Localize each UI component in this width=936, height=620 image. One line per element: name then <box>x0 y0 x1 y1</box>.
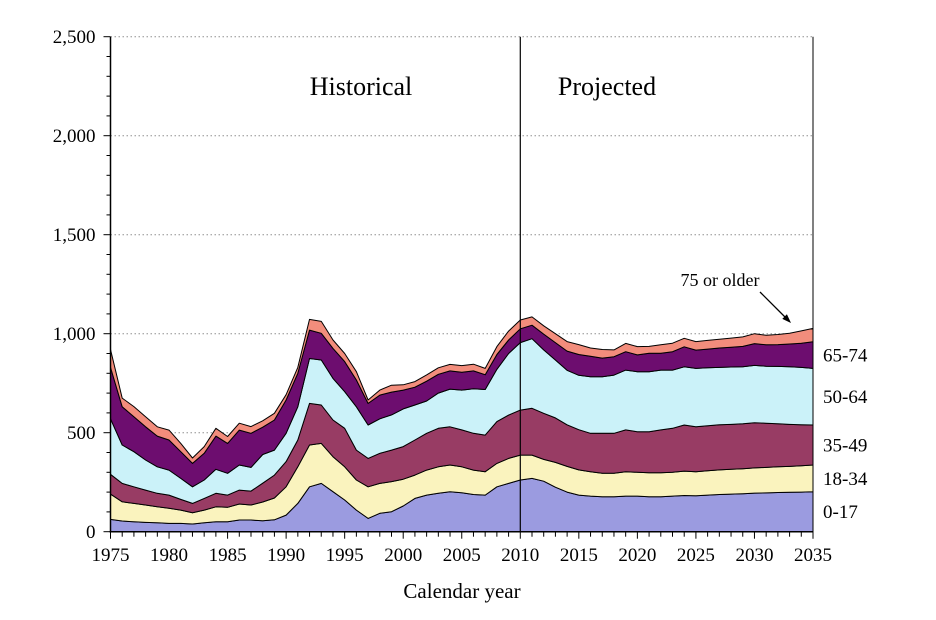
arrow-icon <box>782 314 791 323</box>
series-label-0-17: 0-17 <box>823 502 858 523</box>
x-tick-label: 2005 <box>443 545 481 566</box>
x-tick-label: 2000 <box>384 545 422 566</box>
x-tick-label: 2035 <box>794 545 832 566</box>
y-tick-label: 1,500 <box>53 225 96 246</box>
historical-label: Historical <box>310 72 413 101</box>
x-tick-label: 1990 <box>267 545 305 566</box>
x-tick-label: 2030 <box>735 545 773 566</box>
y-tick-label: 2,000 <box>53 126 96 147</box>
y-tick-label: 500 <box>67 423 96 444</box>
axis-ticks <box>103 36 814 539</box>
series-label-65-74: 65-74 <box>823 346 868 367</box>
x-tick-label: 2020 <box>618 545 656 566</box>
callout-label: 75 or older <box>681 270 760 290</box>
x-tick-label: 1985 <box>209 545 247 566</box>
y-tick-label: 1,000 <box>53 324 96 345</box>
y-tick-labels: 0 500 1,000 1,500 2,000 2,500 <box>53 27 96 543</box>
x-tick-label: 1975 <box>92 545 130 566</box>
series-label-35-49: 35-49 <box>823 435 867 456</box>
x-tick-label: 1995 <box>326 545 364 566</box>
callout-arrow-line <box>759 291 787 319</box>
projected-label: Projected <box>558 72 656 101</box>
x-axis-title: Calendar year <box>403 579 520 603</box>
x-tick-label: 2025 <box>677 545 715 566</box>
y-tick-label: 2,500 <box>53 27 96 48</box>
y-tick-label: 0 <box>86 522 96 543</box>
series-label-50-64: 50-64 <box>823 387 868 408</box>
series-label-18-34: 18-34 <box>823 469 868 490</box>
callout-75-or-older: 75 or older <box>681 270 791 323</box>
x-tick-label: 2010 <box>501 545 539 566</box>
x-tick-label: 2015 <box>560 545 598 566</box>
series-labels: 0-17 18-34 35-49 50-64 65-74 <box>823 346 868 524</box>
stacked-areas <box>110 316 814 533</box>
x-tick-labels: 1975 1980 1985 1990 1995 2000 2005 2010 2015 2020… <box>92 545 833 566</box>
x-tick-label: 1980 <box>150 545 188 566</box>
